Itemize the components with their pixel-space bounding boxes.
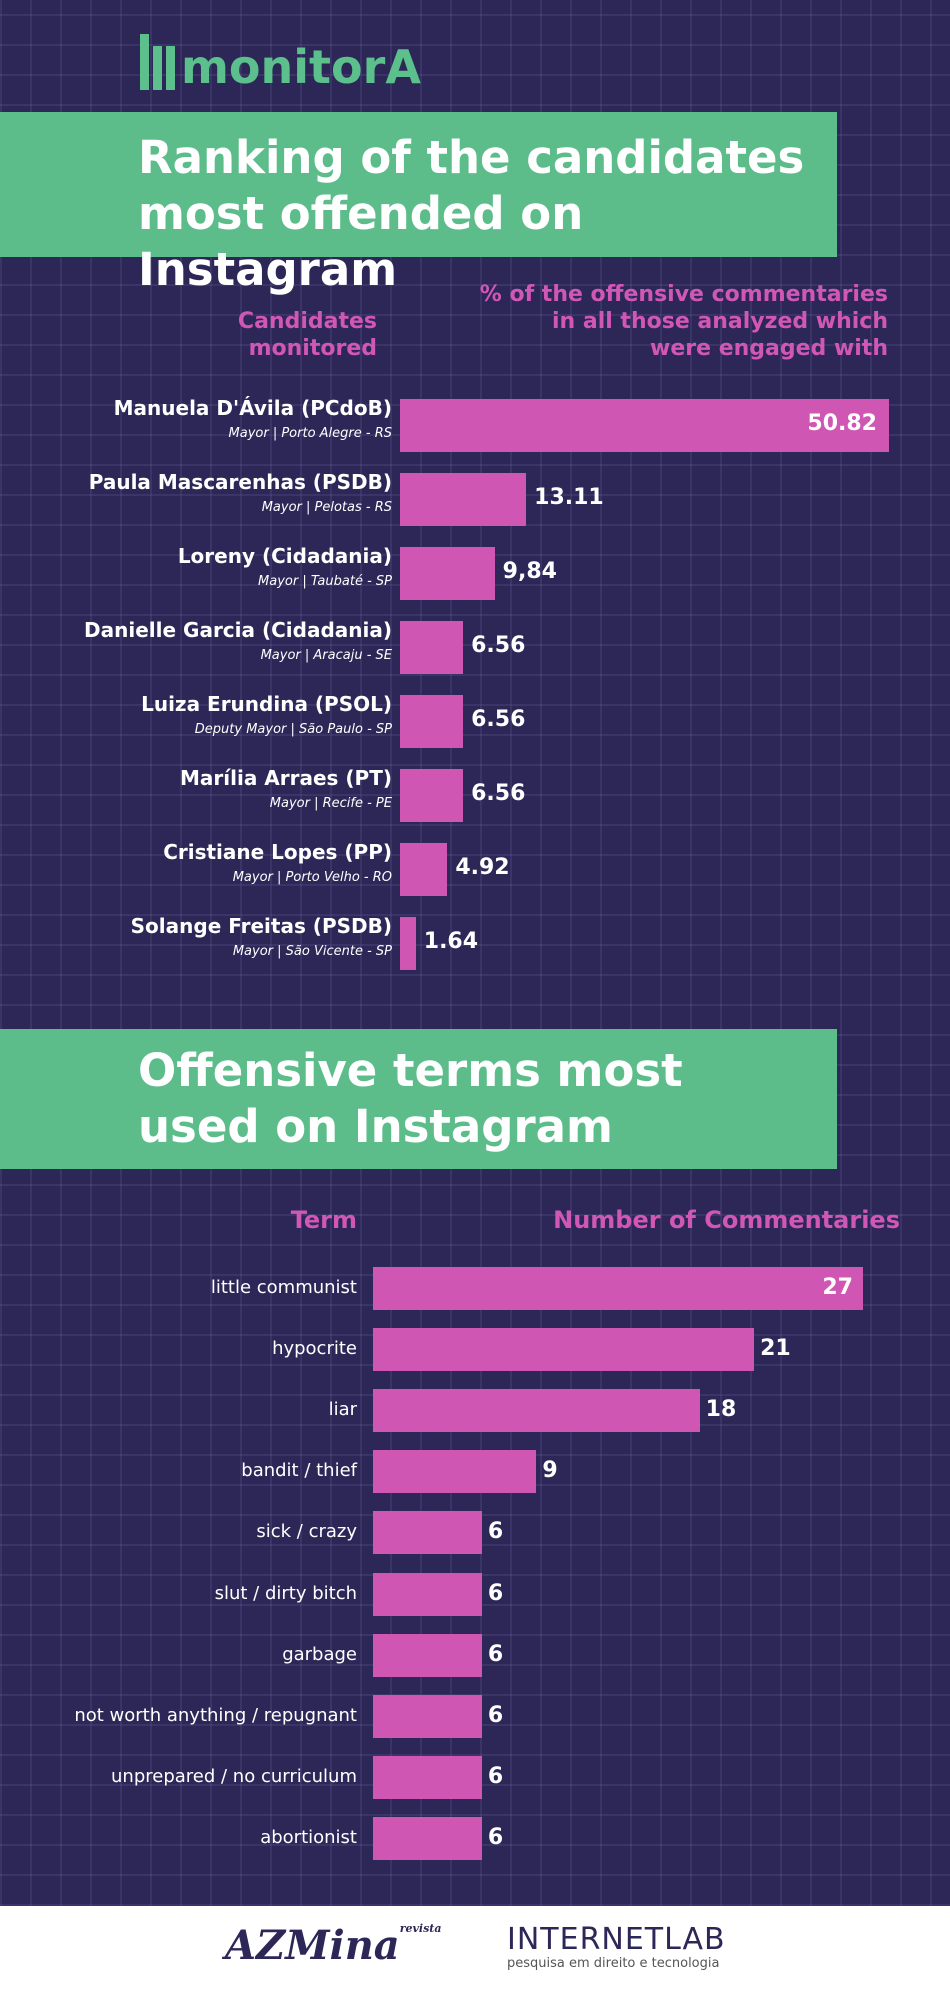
bar [373, 1572, 482, 1616]
logo-bars-icon [140, 34, 175, 90]
candidate-role: Mayor | Taubaté - SP [258, 574, 392, 589]
term-label: abortionist [260, 1826, 357, 1848]
term-label: unprepared / no curriculum [111, 1765, 357, 1787]
bar [373, 1816, 482, 1860]
candidate-role: Mayor | Pelotas - RS [261, 500, 392, 515]
candidate-name: Luiza Erundina (PSOL) [141, 692, 392, 716]
footer: AZMinarevista INTERNETLAB pesquisa em di… [0, 1906, 950, 1997]
bar [373, 1328, 755, 1372]
section2-title-line2: used on Instagram [138, 1100, 613, 1153]
bar [373, 1389, 700, 1433]
logo-text: monitorA [181, 40, 421, 94]
data-label: 9 [542, 1458, 558, 1484]
data-label: 13.11 [534, 485, 604, 510]
data-label: 6.56 [471, 633, 526, 658]
section2-title-line1: Offensive terms most [138, 1044, 683, 1097]
candidate-name: Cristiane Lopes (PP) [163, 840, 392, 864]
percent-header: % of the offensive commentaries in all t… [480, 281, 888, 362]
bar [373, 1694, 482, 1738]
section1-title-line1: Ranking of the candidates [138, 131, 805, 184]
data-label: 6 [487, 1580, 504, 1606]
bar [400, 473, 527, 526]
data-label: 6.56 [471, 781, 526, 806]
candidates-header-line2: monitored [248, 336, 377, 361]
bar [373, 1511, 482, 1555]
candidate-role: Mayor | Porto Alegre - RS [228, 426, 392, 441]
term-label: slut / dirty bitch [214, 1582, 357, 1604]
candidate-name: Manuela D'Ávila (PCdoB) [113, 396, 392, 420]
bar [400, 621, 464, 674]
section2-title-banner: Offensive terms most used on Instagram [0, 1029, 837, 1169]
bar [400, 769, 464, 822]
candidate-role: Mayor | São Vicente - SP [232, 944, 392, 959]
data-label: 50.82 [807, 411, 877, 436]
data-label: 6 [487, 1763, 504, 1789]
data-label: 6.56 [471, 707, 526, 732]
bar [400, 843, 448, 896]
candidate-role: Mayor | Recife - PE [269, 796, 392, 811]
term-label: bandit / thief [241, 1460, 357, 1482]
data-label: 6 [487, 1641, 504, 1667]
data-label: 1.64 [423, 929, 479, 954]
data-label: 27 [822, 1275, 853, 1300]
candidate-role: Deputy Mayor | São Paulo - SP [194, 722, 392, 737]
term-header: Term [290, 1206, 357, 1234]
percent-header-line3: were engaged with [650, 336, 888, 361]
internetlab-name: INTERNETLAB [507, 1922, 726, 1957]
monitora-logo: monitorA [140, 32, 421, 90]
term-label: hypocrite [272, 1338, 357, 1360]
candidate-role: Mayor | Aracaju - SE [260, 648, 392, 663]
term-label: liar [328, 1399, 357, 1421]
section1-title-banner: Ranking of the candidates most offended … [0, 112, 837, 296]
data-label: 21 [760, 1336, 791, 1362]
term-label: garbage [282, 1643, 357, 1665]
data-label: 9,84 [502, 559, 557, 584]
bar [400, 695, 464, 748]
internetlab-tagline: pesquisa em direito e tecnologia [507, 1956, 720, 1971]
data-label: 6 [487, 1702, 504, 1728]
bar [400, 547, 495, 600]
candidate-role: Mayor | Porto Velho - RO [232, 870, 392, 885]
data-label: 6 [487, 1519, 504, 1545]
candidate-name: Solange Freitas (PSDB) [130, 914, 392, 938]
count-header: Number of Commentaries [553, 1206, 900, 1234]
azmina-logo: AZMinarevista [225, 1922, 442, 1969]
background [0, 0, 950, 1906]
bar [400, 917, 416, 970]
candidates-header: Candidates monitored [238, 308, 377, 362]
term-label: sick / crazy [256, 1521, 357, 1543]
percent-header-line1: % of the offensive commentaries [479, 282, 888, 307]
bar [373, 1755, 482, 1799]
bar [373, 1267, 863, 1310]
term-label: little communist [210, 1277, 357, 1298]
data-label: 18 [705, 1397, 737, 1423]
candidate-name: Paula Mascarenhas (PSDB) [88, 470, 392, 494]
section1-title-line2: most offended on Instagram [138, 187, 584, 296]
candidate-name: Loreny (Cidadania) [177, 544, 392, 568]
bar [373, 1450, 537, 1494]
term-label: not worth anything / repugnant [74, 1704, 357, 1726]
data-label: 6 [487, 1824, 504, 1850]
bar [400, 399, 889, 452]
internetlab-logo: INTERNETLAB pesquisa em direito e tecnol… [507, 1922, 726, 1972]
bar [373, 1633, 482, 1677]
candidate-name: Danielle Garcia (Cidadania) [84, 618, 392, 642]
percent-header-line2: in all those analyzed which [551, 309, 888, 334]
candidates-header-line1: Candidates [237, 309, 377, 334]
data-label: 4.92 [455, 855, 510, 880]
candidate-name: Marília Arraes (PT) [179, 766, 392, 790]
